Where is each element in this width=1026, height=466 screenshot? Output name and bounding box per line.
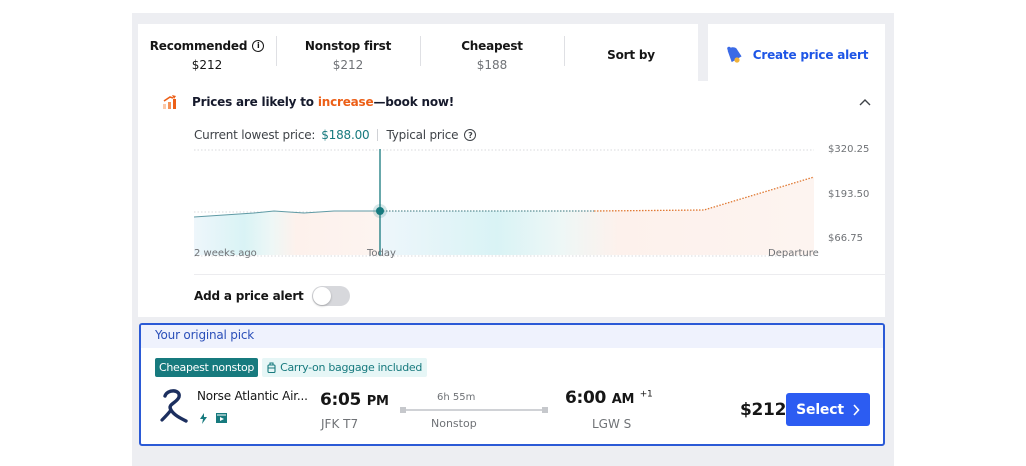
arrival-airport: LGW S xyxy=(592,417,632,431)
headline-highlight: increase xyxy=(317,95,374,109)
headline-text: Prices are likely to xyxy=(192,95,318,109)
create-price-alert-button[interactable]: Create price alert xyxy=(708,24,885,86)
current-price-label: Current lowest price: xyxy=(194,128,316,142)
route-line xyxy=(400,407,548,413)
price-insight-panel: Prices are likely to increase—book now! … xyxy=(138,81,885,317)
y-axis-label: $320.25 xyxy=(828,144,870,155)
y-axis-label: $66.75 xyxy=(828,233,863,244)
departure-time: 6:05 PM xyxy=(320,390,389,410)
luggage-icon xyxy=(267,362,276,373)
flight-duration: 6h 55m xyxy=(437,392,476,403)
cheapest-nonstop-badge: Cheapest nonstop xyxy=(155,358,259,377)
tab-price: $188 xyxy=(476,57,508,72)
arrival-time-value: 6:00 xyxy=(565,388,607,408)
results-panel: Recommended i $212 Nonstop first $212 Che… xyxy=(132,13,894,466)
x-axis-label: Departure xyxy=(768,248,819,259)
trend-up-icon xyxy=(163,95,176,109)
typical-price-label: Typical price xyxy=(386,128,459,142)
tab-price: $212 xyxy=(191,57,223,72)
carry-on-badge: Carry-on baggage included xyxy=(262,358,428,377)
tab-label: Recommended xyxy=(149,38,248,53)
select-label: Select xyxy=(796,401,844,418)
tab-price: $212 xyxy=(332,57,364,72)
tab-label: Sort by xyxy=(607,48,655,62)
add-price-alert-row: Add a price alert xyxy=(194,286,350,306)
tab-label: Cheapest xyxy=(461,38,523,53)
flight-card[interactable]: Your original pick Cheapest nonstop Carr… xyxy=(139,323,885,446)
price-alert-toggle[interactable] xyxy=(311,286,350,306)
tab-nonstop-first[interactable]: Nonstop first $212 xyxy=(276,24,420,86)
divider xyxy=(194,274,885,275)
select-button[interactable]: Select xyxy=(786,393,870,426)
price-insight-headline: Prices are likely to increase—book now! xyxy=(162,94,454,110)
day-offset: +1 xyxy=(639,389,653,400)
add-price-alert-label: Add a price alert xyxy=(194,289,304,303)
x-axis-label: 2 weeks ago xyxy=(194,248,257,259)
entertainment-icon xyxy=(216,413,227,423)
tab-recommended[interactable]: Recommended i $212 xyxy=(138,24,276,86)
power-icon xyxy=(200,413,207,424)
flight-price: $212 xyxy=(740,400,787,420)
departure-airport: JFK T7 xyxy=(321,417,359,431)
arrival-ampm: AM xyxy=(611,392,635,407)
divider xyxy=(377,129,379,141)
stops-label: Nonstop xyxy=(431,417,477,430)
current-price-value: $188.00 xyxy=(321,128,370,142)
y-axis-label: $193.50 xyxy=(828,189,870,200)
tab-label: Nonstop first xyxy=(304,38,392,53)
airline-logo xyxy=(160,389,188,423)
bell-icon xyxy=(726,46,742,63)
info-icon[interactable]: i xyxy=(252,39,265,52)
chevron-right-icon xyxy=(853,403,860,416)
original-pick-header: Your original pick xyxy=(141,325,883,348)
amenities xyxy=(199,413,227,424)
arrival-time: 6:00 AM +1 xyxy=(565,388,653,408)
price-trend-chart xyxy=(194,149,815,257)
headline-suffix: —book now! xyxy=(373,95,455,109)
help-icon[interactable]: ? xyxy=(464,129,477,141)
x-axis-label: Today xyxy=(367,248,396,259)
create-price-alert-label: Create price alert xyxy=(752,48,869,62)
departure-ampm: PM xyxy=(366,394,389,409)
sort-by-dropdown[interactable]: Sort by xyxy=(564,24,698,86)
tab-cheapest[interactable]: Cheapest $188 xyxy=(420,24,564,86)
airline-name: Norse Atlantic Air... xyxy=(197,389,308,403)
departure-time-value: 6:05 xyxy=(320,390,362,410)
sort-tabs: Recommended i $212 Nonstop first $212 Che… xyxy=(138,24,698,86)
chevron-up-icon[interactable] xyxy=(857,95,873,109)
price-summary: Current lowest price: $188.00 Typical pr… xyxy=(194,128,477,142)
flight-badges: Cheapest nonstop Carry-on baggage includ… xyxy=(155,358,428,377)
toggle-knob xyxy=(312,287,331,305)
carry-on-label: Carry-on baggage included xyxy=(280,361,423,374)
